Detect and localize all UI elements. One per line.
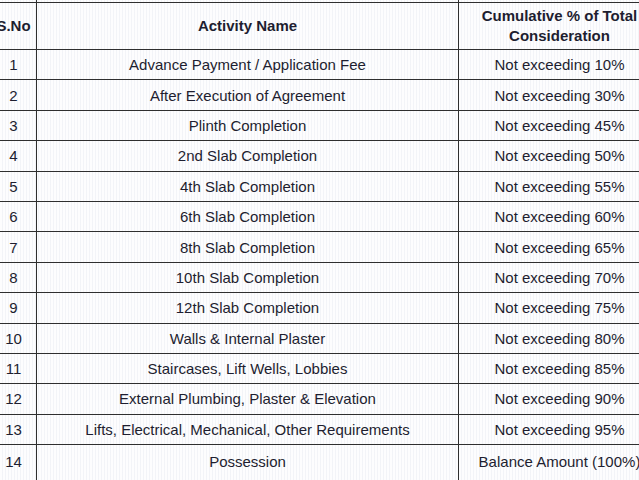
cumulative-cell: Not exceeding 65% [459, 232, 639, 262]
activity-cell: External Plumbing, Plaster & Elevation [37, 384, 459, 414]
column-header-cumulative: Cumulative % of Total Consideration [459, 3, 639, 50]
cumulative-cell: Not exceeding 55% [459, 171, 639, 201]
sno-cell: 8 [0, 262, 37, 292]
sno-cell: 5 [0, 171, 37, 201]
activity-cell: Walls & Internal Plaster [37, 323, 459, 353]
table-row: 10 Walls & Internal Plaster Not exceedin… [0, 323, 639, 353]
activity-cell: 4th Slab Completion [37, 171, 459, 201]
table-row: 13 Lifts, Electrical, Mechanical, Other … [0, 414, 639, 444]
activity-cell: Staircases, Lift Wells, Lobbies [37, 353, 459, 383]
activity-cell: Lifts, Electrical, Mechanical, Other Req… [37, 414, 459, 444]
cumulative-cell: Not exceeding 75% [459, 293, 639, 323]
cumulative-cell: Not exceeding 85% [459, 353, 639, 383]
activity-cell: Possession [37, 445, 459, 480]
activity-cell: Advance Payment / Application Fee [37, 50, 459, 80]
cumulative-cell: Not exceeding 45% [459, 110, 639, 140]
cumulative-cell: Not exceeding 80% [459, 323, 639, 353]
activity-cell: 10th Slab Completion [37, 262, 459, 292]
table-row: 4 2nd Slab Completion Not exceeding 50% [0, 141, 639, 171]
cumulative-cell: Not exceeding 70% [459, 262, 639, 292]
cumulative-cell: Not exceeding 10% [459, 50, 639, 80]
activity-cell: 8th Slab Completion [37, 232, 459, 262]
cumulative-cell: Balance Amount (100%) [459, 445, 639, 480]
sno-cell: 12 [0, 384, 37, 414]
table-row: 11 Staircases, Lift Wells, Lobbies Not e… [0, 353, 639, 383]
cumulative-cell: Not exceeding 90% [459, 384, 639, 414]
cumulative-cell: Not exceeding 95% [459, 414, 639, 444]
sno-cell: 4 [0, 141, 37, 171]
column-header-activity-name: Activity Name [37, 3, 459, 50]
sno-cell: 7 [0, 232, 37, 262]
table-row: 6 6th Slab Completion Not exceeding 60% [0, 201, 639, 231]
column-header-sno: S.No [0, 3, 37, 50]
table-row: 5 4th Slab Completion Not exceeding 55% [0, 171, 639, 201]
payment-schedule-table: S.No Activity Name Cumulative % of Total… [0, 0, 639, 480]
activity-cell: 12th Slab Completion [37, 293, 459, 323]
table-row: 14 Possession Balance Amount (100%) [0, 445, 639, 480]
payment-schedule-table-viewport: S.No Activity Name Cumulative % of Total… [0, 0, 639, 480]
activity-cell: Plinth Completion [37, 110, 459, 140]
table-row: 12 External Plumbing, Plaster & Elevatio… [0, 384, 639, 414]
table-row: 2 After Execution of Agreement Not excee… [0, 80, 639, 110]
table-row: 1 Advance Payment / Application Fee Not … [0, 50, 639, 80]
sno-cell: 10 [0, 323, 37, 353]
sno-cell: 9 [0, 293, 37, 323]
sno-cell: 11 [0, 353, 37, 383]
cumulative-cell: Not exceeding 30% [459, 80, 639, 110]
sno-cell: 1 [0, 50, 37, 80]
table-header-row: S.No Activity Name Cumulative % of Total… [0, 3, 639, 50]
table-row: 9 12th Slab Completion Not exceeding 75% [0, 293, 639, 323]
table-row: 7 8th Slab Completion Not exceeding 65% [0, 232, 639, 262]
cumulative-cell: Not exceeding 60% [459, 201, 639, 231]
sno-cell: 6 [0, 201, 37, 231]
table-row: 8 10th Slab Completion Not exceeding 70% [0, 262, 639, 292]
sno-cell: 3 [0, 110, 37, 140]
activity-cell: After Execution of Agreement [37, 80, 459, 110]
sno-cell: 13 [0, 414, 37, 444]
activity-cell: 6th Slab Completion [37, 201, 459, 231]
sno-cell: 14 [0, 445, 37, 480]
activity-cell: 2nd Slab Completion [37, 141, 459, 171]
table-row: 3 Plinth Completion Not exceeding 45% [0, 110, 639, 140]
sno-cell: 2 [0, 80, 37, 110]
cumulative-cell: Not exceeding 50% [459, 141, 639, 171]
